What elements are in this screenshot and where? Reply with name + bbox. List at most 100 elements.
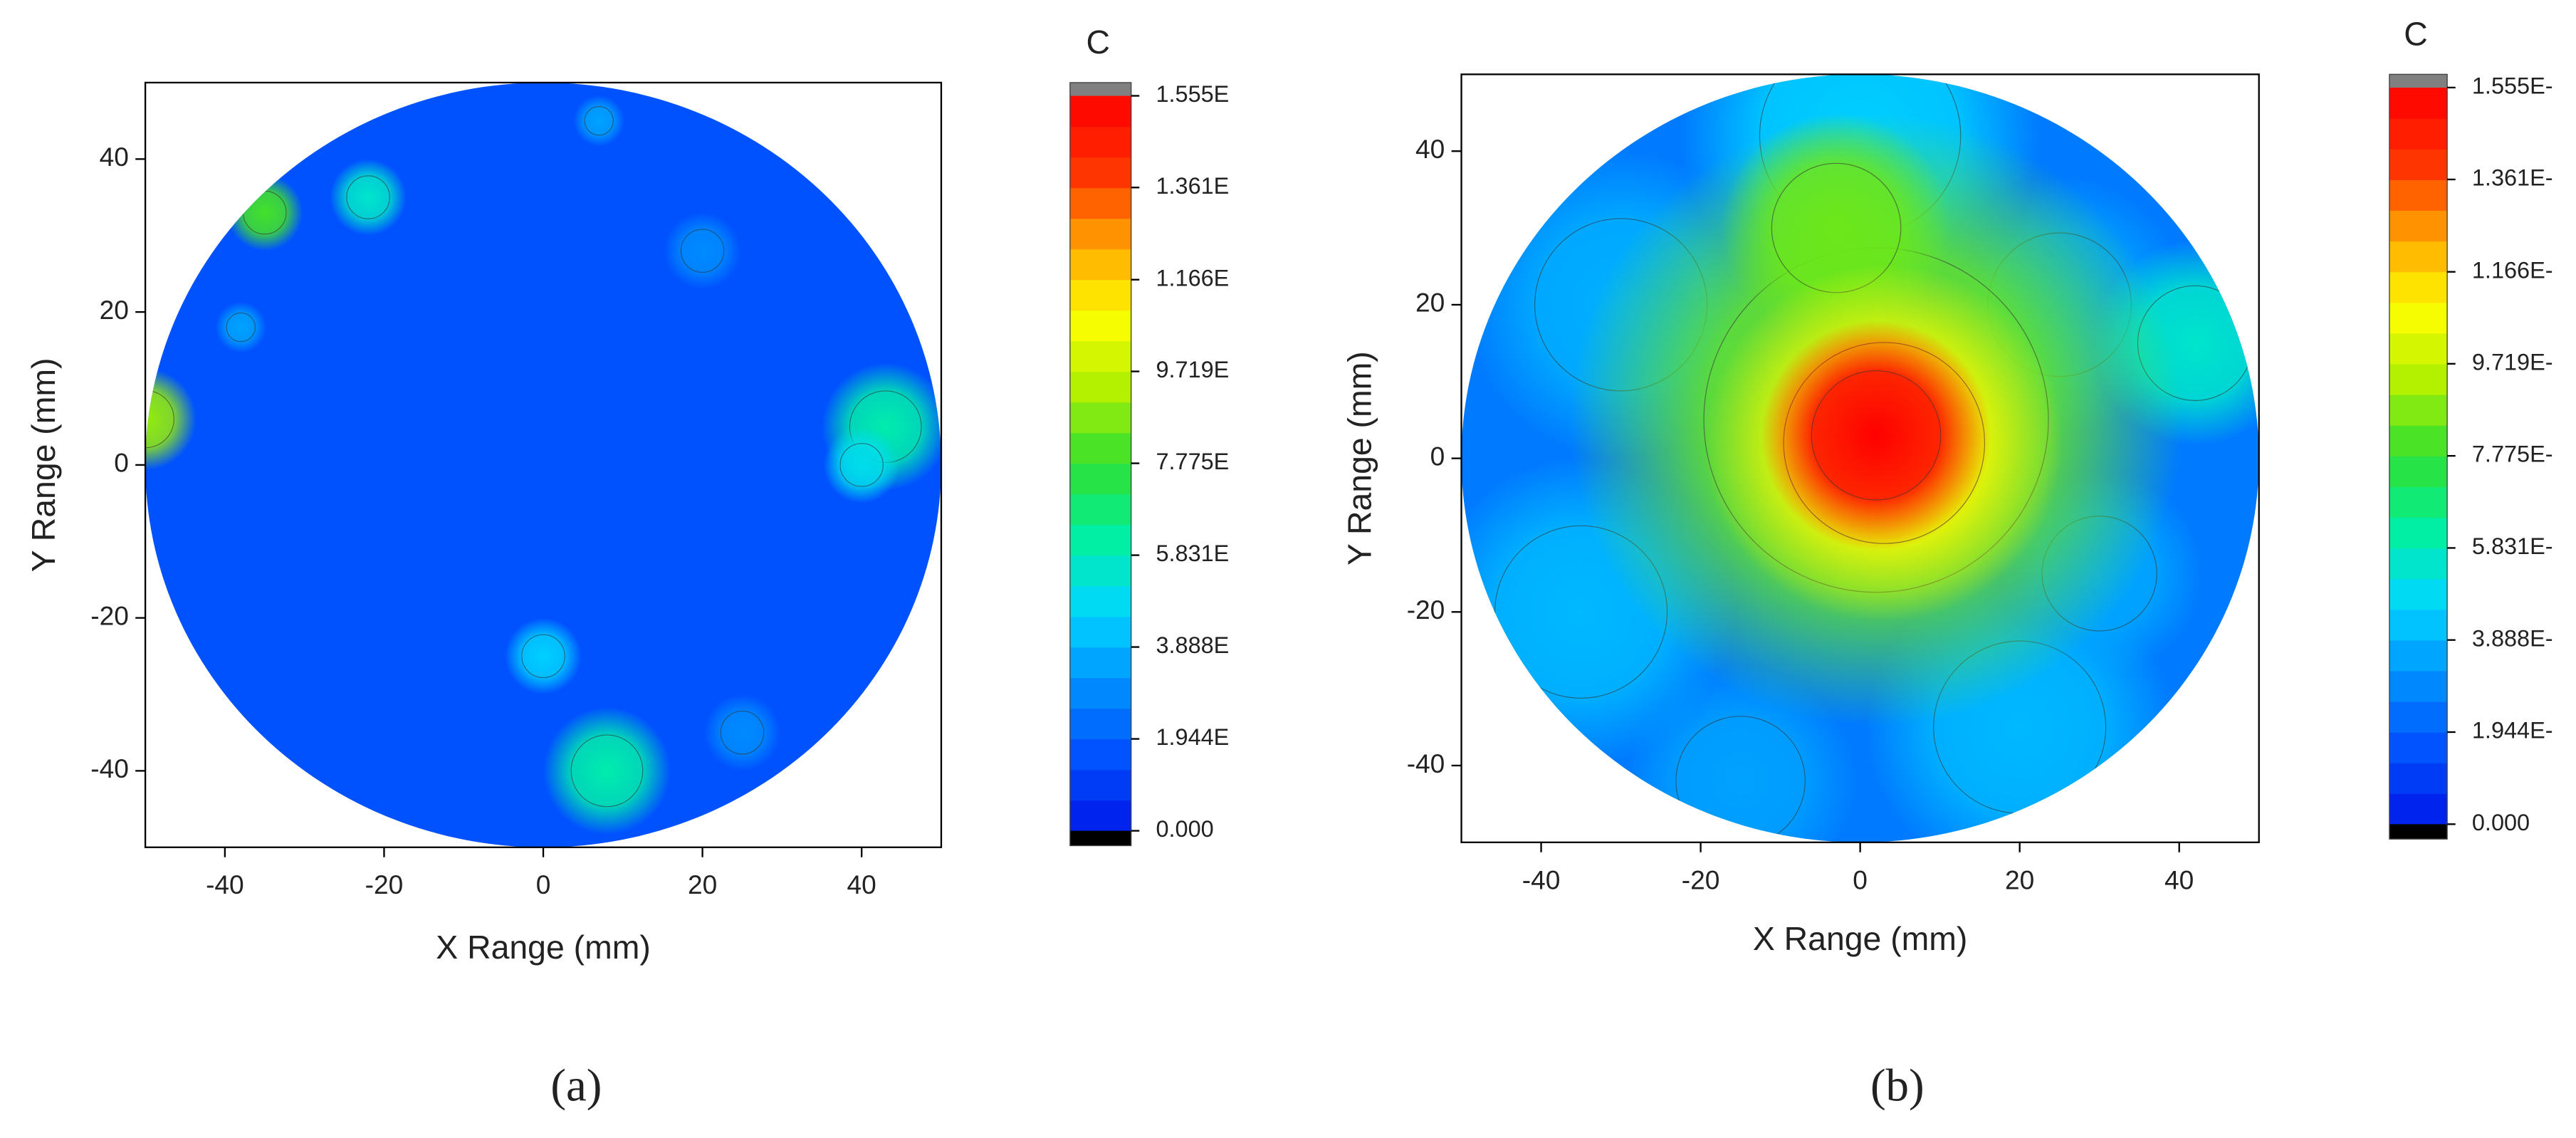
colorbar-band bbox=[1069, 677, 1131, 709]
colorbar-tick-label: 1.166E bbox=[1156, 265, 1229, 291]
contour-line bbox=[521, 634, 565, 679]
colorbar-band bbox=[2389, 210, 2448, 242]
x-tick-label: 20 bbox=[688, 870, 717, 899]
panel-label: (a) bbox=[550, 1060, 602, 1112]
colorbar-tick-label: 0.000 bbox=[2472, 810, 2530, 835]
colorbar-band bbox=[1069, 708, 1131, 740]
colorbar-tick-label: 3.888E bbox=[1156, 632, 1229, 658]
y-tick-label: 40 bbox=[1415, 134, 1445, 164]
peak bbox=[215, 301, 267, 353]
y-tick-label: -20 bbox=[90, 600, 129, 630]
colorbar-band bbox=[2389, 517, 2448, 549]
colorbar-band bbox=[1069, 616, 1131, 648]
peak bbox=[1761, 320, 1991, 550]
contour-line bbox=[346, 175, 390, 219]
contour-line bbox=[720, 710, 765, 755]
colorbar-tick-label: 9.719E bbox=[1156, 357, 1229, 382]
colorbar-tick-label: 0.000 bbox=[1156, 816, 1213, 842]
x-tick-label: 0 bbox=[536, 870, 551, 899]
colorbar-tick-label: 7.775E- bbox=[2472, 442, 2553, 467]
colorbar-band bbox=[1069, 555, 1131, 587]
contour-line bbox=[1675, 716, 1806, 842]
x-tick-label: 40 bbox=[2164, 865, 2194, 894]
colorbar-band bbox=[2389, 394, 2448, 426]
x-tick-label: 40 bbox=[847, 870, 876, 899]
colorbar-title: C bbox=[2404, 15, 2428, 52]
peak bbox=[330, 159, 407, 236]
x-tick-label: 0 bbox=[1853, 865, 1868, 894]
colorbar-band bbox=[2389, 640, 2448, 672]
y-tick-label: 20 bbox=[1415, 288, 1445, 318]
colorbar-band bbox=[1069, 647, 1131, 679]
colorbar-band bbox=[2389, 670, 2448, 702]
colorbar-band bbox=[1069, 249, 1131, 281]
colorbar-band bbox=[2389, 763, 2448, 794]
colorbar-band bbox=[1069, 310, 1131, 342]
colorbar-band bbox=[1069, 432, 1131, 464]
colorbar-band bbox=[2389, 363, 2448, 395]
colorbar-band bbox=[1069, 340, 1131, 372]
x-axis-label: X Range (mm) bbox=[1753, 920, 1968, 957]
y-tick-label: 20 bbox=[100, 295, 129, 325]
colorbar-band bbox=[2389, 578, 2448, 610]
colorbar-band bbox=[2389, 701, 2448, 733]
colorbar-tick-label: 1.555E- bbox=[2472, 73, 2553, 99]
x-tick-label: 20 bbox=[2005, 865, 2034, 894]
colorbar-band bbox=[2389, 302, 2448, 334]
peak bbox=[703, 694, 781, 771]
colorbar-band bbox=[2389, 271, 2448, 303]
colorbar-band bbox=[2389, 732, 2448, 763]
colorbar-band bbox=[1069, 126, 1131, 158]
y-tick-label: -40 bbox=[1407, 748, 1445, 778]
x-tick-label: -40 bbox=[1522, 865, 1561, 894]
colorbar-band bbox=[2389, 179, 2448, 212]
colorbar-band bbox=[1069, 371, 1131, 403]
peaks bbox=[1461, 74, 2259, 842]
wafer-background bbox=[145, 82, 941, 847]
colorbar-tick-label: 1.361E- bbox=[2472, 165, 2553, 191]
contour-line bbox=[1811, 370, 1942, 501]
colorbar-tick-label: 5.831E bbox=[1156, 541, 1229, 566]
y-tick-label: 40 bbox=[100, 142, 129, 172]
colorbar-band bbox=[2389, 486, 2448, 518]
colorbar-band bbox=[1069, 279, 1131, 311]
peak bbox=[145, 367, 197, 471]
x-tick-label: -20 bbox=[1682, 865, 1720, 894]
y-tick-label: 0 bbox=[114, 448, 129, 478]
colorbar-band bbox=[1069, 157, 1131, 189]
colorbar-band bbox=[1069, 218, 1131, 250]
colorbar-band bbox=[1069, 585, 1131, 617]
y-tick-label: 0 bbox=[1430, 441, 1445, 471]
x-tick-label: -20 bbox=[365, 870, 404, 899]
colorbar-under bbox=[2389, 824, 2448, 840]
contour-line bbox=[839, 443, 884, 487]
colorbar-band bbox=[2389, 118, 2448, 150]
colorbar-band bbox=[2389, 425, 2448, 456]
peaks bbox=[145, 95, 941, 835]
colorbar-tick-label: 1.166E- bbox=[2472, 257, 2553, 283]
colorbar-under bbox=[1069, 830, 1131, 846]
contour-line bbox=[570, 734, 644, 808]
colorbar-band bbox=[1069, 494, 1131, 526]
panel-label: (b) bbox=[1870, 1060, 1925, 1112]
y-tick-label: -40 bbox=[90, 753, 129, 783]
colorbar-tick-label: 1.555E bbox=[1156, 81, 1229, 107]
colorbar-band bbox=[2389, 609, 2448, 641]
colorbar-band bbox=[1069, 463, 1131, 495]
colorbar-band bbox=[2389, 456, 2448, 487]
colorbar-band bbox=[2389, 149, 2448, 180]
colorbar-over bbox=[2389, 74, 2448, 88]
colorbar-band bbox=[1069, 95, 1131, 127]
colorbar-over bbox=[1069, 82, 1131, 96]
colorbar-tick-label: 5.831E- bbox=[2472, 533, 2553, 559]
colorbar-tick-label: 1.361E bbox=[1156, 173, 1229, 199]
colorbar-band bbox=[2389, 333, 2448, 365]
colorbar-title: C bbox=[1087, 24, 1111, 61]
colorbar-tick-label: 1.944E bbox=[1156, 724, 1229, 750]
x-axis-label: X Range (mm) bbox=[436, 929, 651, 966]
peak bbox=[823, 427, 900, 503]
peak bbox=[505, 617, 582, 694]
colorbar-band bbox=[1069, 402, 1131, 434]
